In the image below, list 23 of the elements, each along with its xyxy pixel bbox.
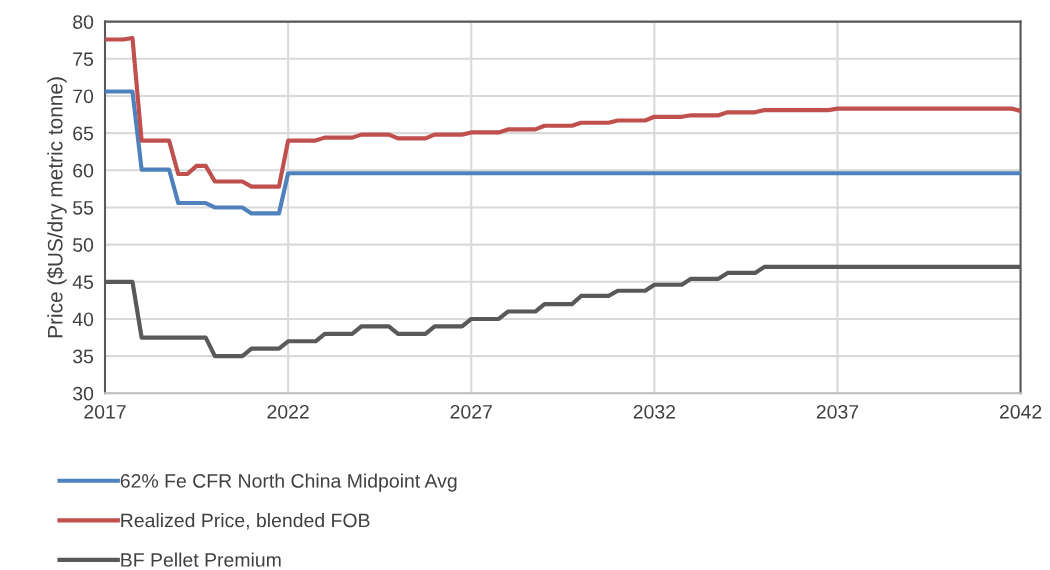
y-tick-label: 80 bbox=[73, 15, 94, 29]
y-tick-label: 70 bbox=[73, 89, 94, 104]
y-tick-label: 50 bbox=[73, 238, 94, 252]
y-tick-label: 45 bbox=[72, 275, 94, 290]
x-tick-label: 2042 bbox=[999, 404, 1042, 419]
line-series bbox=[105, 35, 1021, 189]
y-axis-title: Price ($US/dry metric tonne) bbox=[46, 77, 67, 338]
y-tick-label: 40 bbox=[72, 312, 94, 327]
y-tick-label: 35 bbox=[73, 349, 94, 364]
y-tick-label: 55 bbox=[73, 201, 94, 215]
legend-label: BF Pellet Premium bbox=[121, 552, 281, 567]
legend-label: Realized Price, blended FOB bbox=[121, 513, 370, 530]
x-tick-label: 2032 bbox=[633, 404, 676, 419]
x-tick-label: 2022 bbox=[267, 404, 309, 419]
y-tick-label: 75 bbox=[73, 52, 94, 67]
legend-label: 62% Fe CFR North China Midpoint Avg bbox=[120, 473, 457, 492]
y-tick-label: 65 bbox=[73, 126, 94, 141]
y-tick-label: 60 bbox=[73, 163, 94, 178]
y-tick-label: 30 bbox=[73, 386, 94, 401]
x-tick-label: 2037 bbox=[816, 404, 859, 419]
x-tick-label: 2017 bbox=[84, 404, 126, 419]
line-series bbox=[105, 89, 1021, 216]
x-tick-label: 2027 bbox=[450, 404, 492, 419]
